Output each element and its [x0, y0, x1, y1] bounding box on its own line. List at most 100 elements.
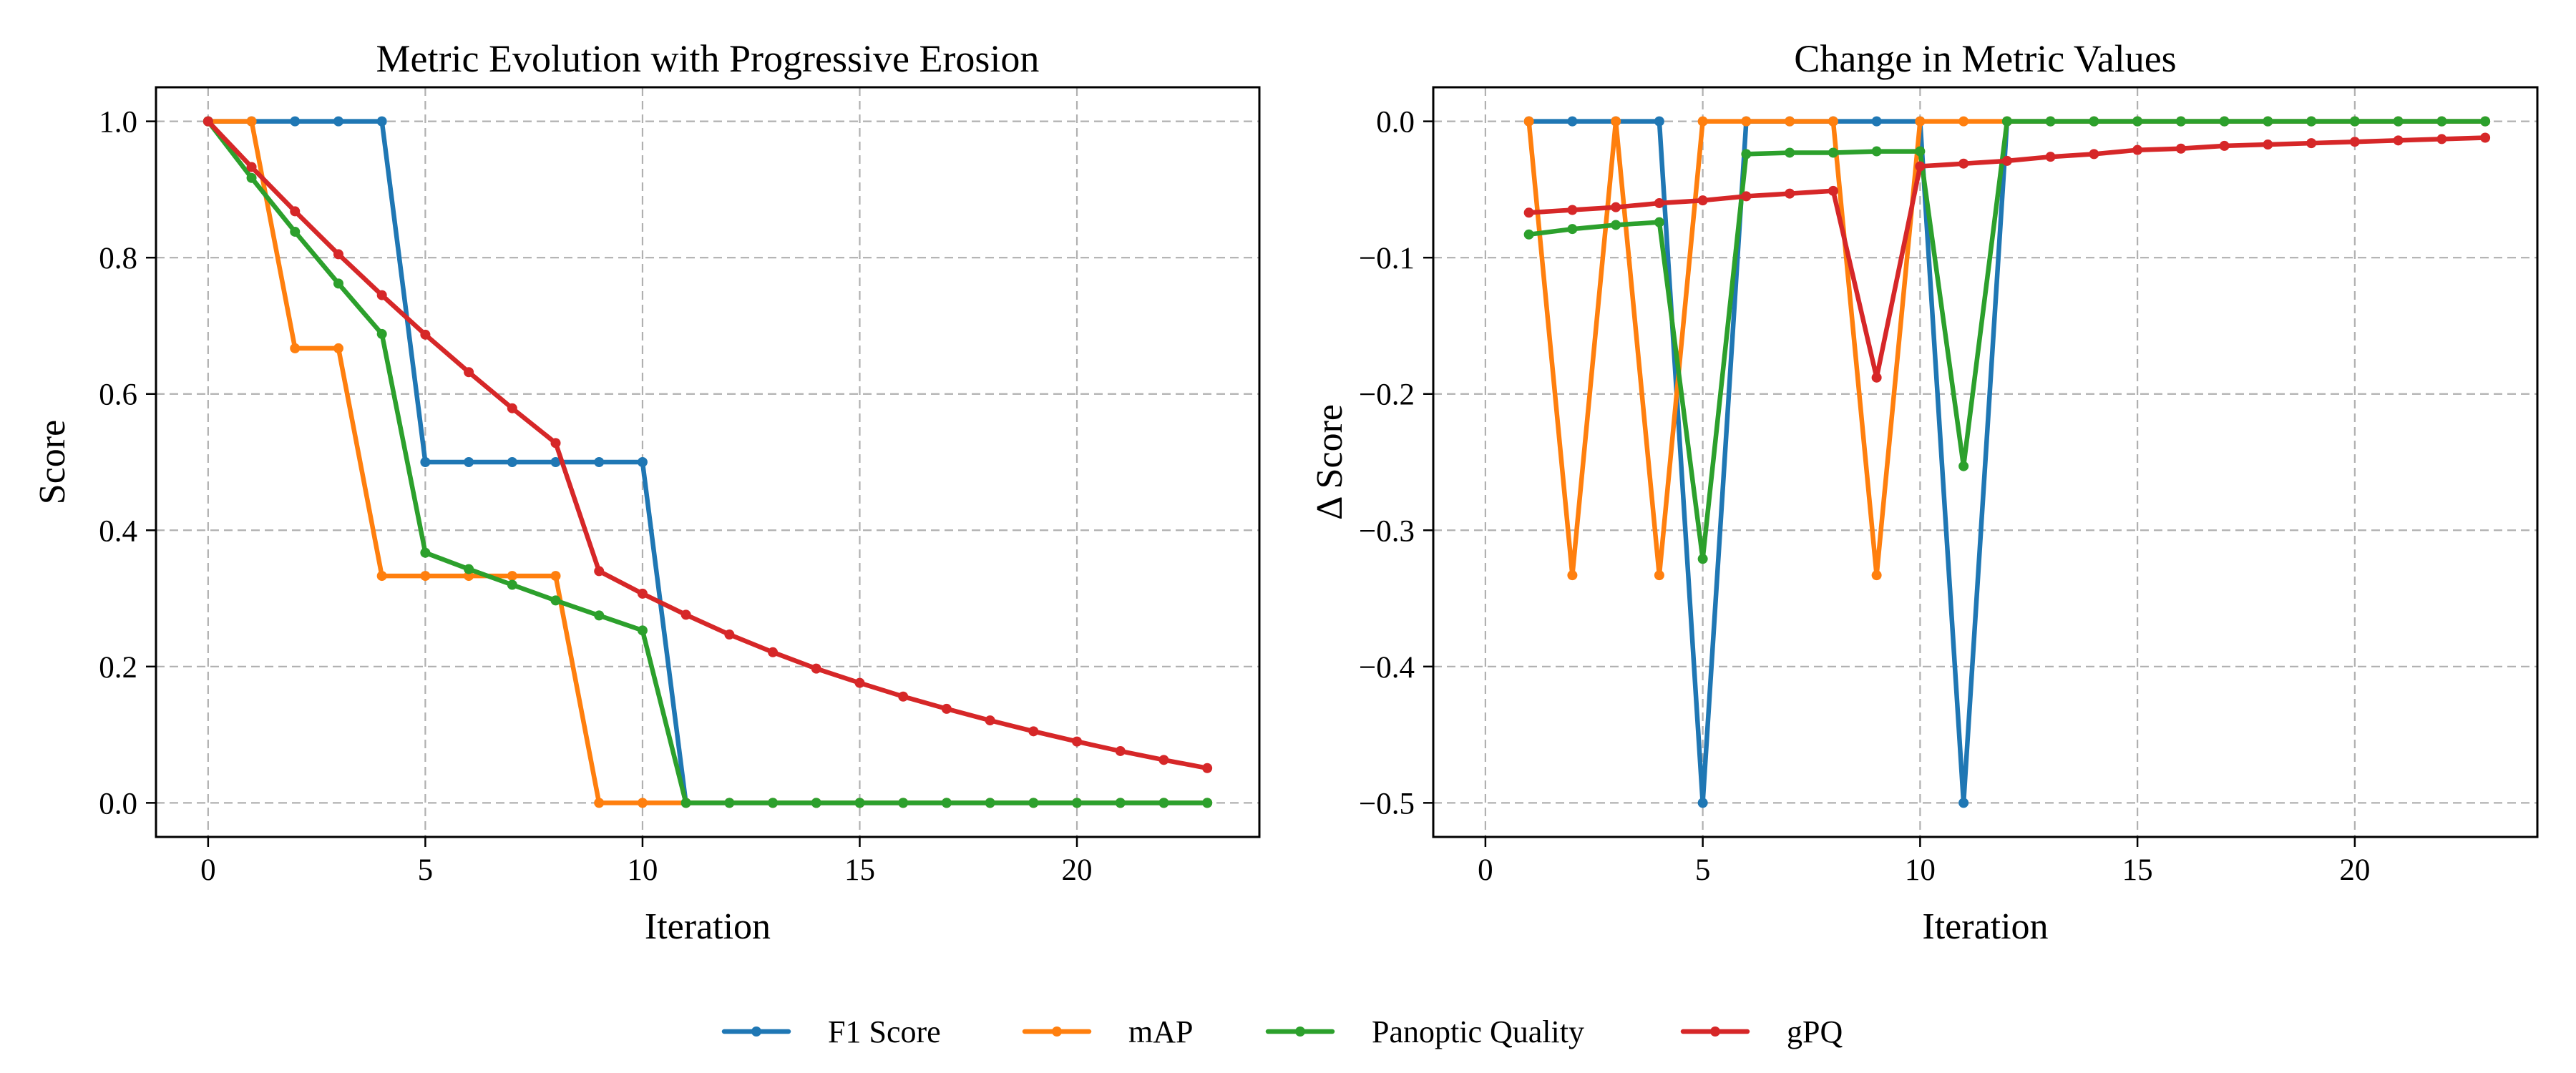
data-point — [1654, 217, 1664, 227]
data-point — [376, 116, 387, 127]
x-axis-label: Iteration — [645, 906, 771, 947]
data-point — [290, 116, 301, 127]
data-point — [290, 343, 301, 353]
data-point — [420, 571, 431, 582]
axes-frame — [1432, 86, 2539, 838]
data-point — [985, 798, 995, 808]
data-point — [941, 798, 952, 808]
data-point — [420, 547, 431, 558]
data-point — [550, 438, 561, 449]
data-point — [2393, 135, 2404, 146]
data-point — [1915, 161, 1926, 172]
data-point — [550, 595, 561, 606]
data-point — [1785, 116, 1795, 127]
y-tick-label: −0.1 — [1359, 242, 1415, 275]
data-point — [637, 625, 648, 636]
y-tick-label: −0.5 — [1359, 787, 1415, 820]
data-point — [1202, 798, 1213, 808]
series-line — [205, 119, 1210, 805]
data-point — [1828, 185, 1838, 196]
y-axis-label: Δ Score — [1309, 404, 1350, 520]
data-point — [1741, 116, 1752, 127]
data-point — [550, 571, 561, 582]
y-tick-label: 0.4 — [99, 514, 137, 548]
data-point — [2089, 149, 2099, 160]
data-point — [2263, 116, 2273, 127]
legend-marker — [1052, 1027, 1062, 1037]
data-point — [1158, 755, 1169, 765]
data-point — [420, 329, 431, 340]
x-tick-label: 15 — [2122, 853, 2153, 887]
x-tick-label: 20 — [2339, 853, 2370, 887]
y-tick-label: 0.2 — [99, 651, 137, 685]
data-point — [2480, 116, 2491, 127]
data-point — [1654, 197, 1664, 208]
data-point — [1567, 224, 1578, 235]
y-tick-label: −0.3 — [1359, 514, 1415, 548]
series-line — [1526, 119, 2488, 562]
data-point — [2132, 116, 2143, 127]
data-point — [1072, 736, 1083, 747]
data-point — [1158, 798, 1169, 808]
data-point — [2175, 143, 2186, 154]
data-point — [1115, 745, 1126, 756]
data-point — [1072, 798, 1083, 808]
right-chart-panel: 0 5 10 15 20 0.0 −0.1 −0.2 −0.3 −0.4 −0.5 Change in… — [1309, 37, 2539, 947]
data-point — [1741, 191, 1752, 202]
legend-label: Panoptic Quality — [1372, 1014, 1584, 1049]
data-point — [1697, 554, 1708, 564]
data-point — [2132, 144, 2143, 155]
data-point — [376, 290, 387, 300]
data-point — [2306, 138, 2317, 149]
data-point — [2480, 132, 2491, 143]
data-point — [1611, 202, 1621, 212]
data-point — [1611, 116, 1621, 127]
data-point — [768, 647, 779, 657]
data-point — [464, 564, 474, 574]
axes-frame — [155, 86, 1261, 838]
data-point — [464, 367, 474, 378]
y-axis-label: Score — [32, 420, 73, 504]
data-point — [2001, 155, 2012, 166]
data-point — [1567, 570, 1578, 581]
data-point — [724, 629, 735, 640]
data-point — [985, 715, 995, 726]
data-point — [2306, 116, 2317, 127]
data-point — [594, 798, 605, 808]
y-tick-label: 1.0 — [99, 106, 137, 139]
data-point — [637, 798, 648, 808]
data-point — [1915, 146, 1926, 157]
data-point — [594, 610, 605, 621]
data-point — [2045, 116, 2056, 127]
data-point — [1871, 372, 1882, 383]
data-point — [680, 798, 691, 808]
data-point — [637, 588, 648, 599]
data-point — [941, 703, 952, 714]
chart-title: Metric Evolution with Progressive Erosio… — [376, 37, 1040, 80]
x-tick-label: 15 — [844, 853, 875, 887]
data-point — [507, 571, 517, 582]
data-point — [507, 457, 517, 467]
x-axis-label: Iteration — [1922, 906, 2048, 947]
data-point — [1697, 798, 1708, 808]
data-point — [724, 798, 735, 808]
data-point — [1654, 570, 1664, 581]
data-point — [2175, 116, 2186, 127]
legend-marker — [751, 1027, 761, 1037]
data-point — [2349, 116, 2360, 127]
data-point — [1871, 570, 1882, 581]
data-point — [2349, 137, 2360, 147]
data-point — [1828, 116, 1838, 127]
data-point — [594, 566, 605, 577]
y-tick-label: 0.0 — [99, 787, 137, 820]
y-tick-label: −0.2 — [1359, 378, 1415, 412]
data-point — [2393, 116, 2404, 127]
data-point — [1785, 188, 1795, 199]
legend-label: mAP — [1128, 1014, 1193, 1049]
data-point — [1611, 220, 1621, 230]
data-point — [2089, 116, 2099, 127]
y-tick-label: 0.0 — [1376, 106, 1415, 139]
data-point — [637, 457, 648, 467]
data-point — [1028, 726, 1039, 737]
series-line — [205, 119, 1210, 771]
